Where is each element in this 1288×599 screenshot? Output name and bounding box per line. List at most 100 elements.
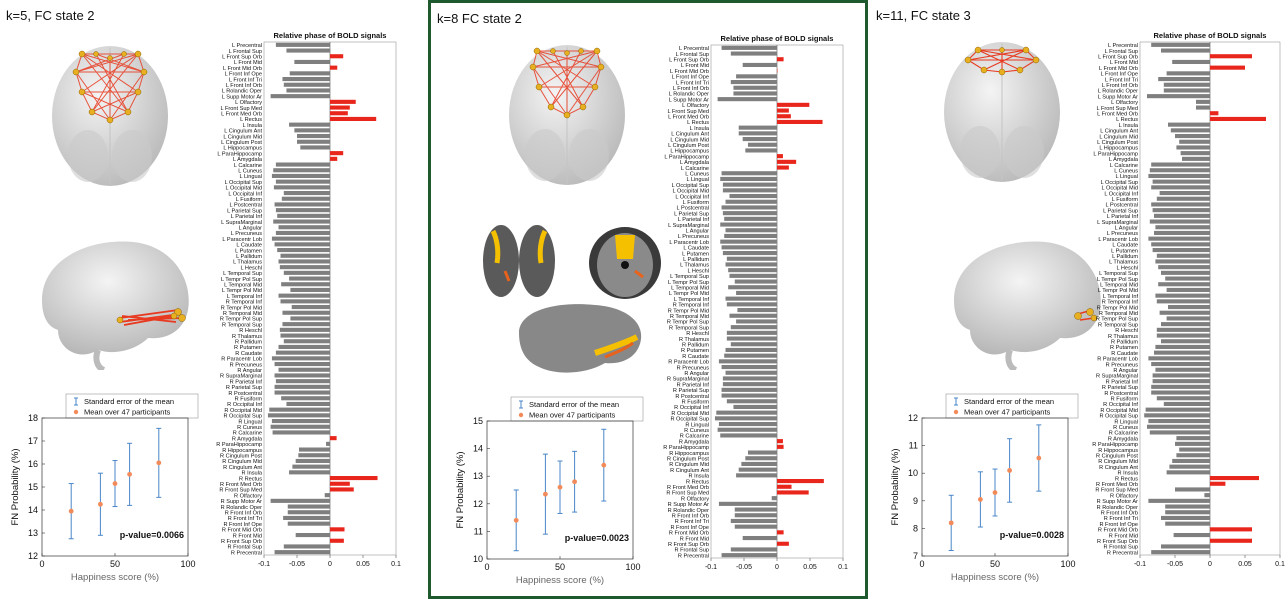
region-label: L Supp Motor Ar: [669, 97, 709, 103]
region-label: L Occipital Sup: [225, 180, 262, 186]
bar: [1169, 464, 1210, 469]
x-axis-label: Happiness score (%): [71, 572, 159, 583]
bar: [726, 336, 777, 341]
region-label: R Tempr Pol Mid: [1097, 305, 1138, 311]
bar: [1151, 162, 1210, 167]
region-label: R Precuneus: [1106, 362, 1139, 368]
region-label: R Tempr Pol Sup: [667, 320, 709, 326]
region-label: L Cingulum Ant: [224, 129, 262, 135]
region-label: R Front Mid: [680, 536, 709, 542]
x-tick-label: -0.1: [258, 561, 270, 568]
bar: [286, 48, 330, 53]
bar: [282, 310, 330, 315]
region-label: L Occipital Sup: [672, 183, 709, 189]
bar: [729, 313, 777, 318]
bar: [738, 131, 777, 136]
bar: [725, 199, 777, 204]
brain-side-view: [42, 241, 189, 370]
region-label: R Precuneus: [230, 362, 263, 368]
region-label: L Occipital Mid: [1102, 186, 1138, 192]
mean-point: [112, 481, 118, 486]
region-label: L Cuneus: [1114, 168, 1138, 174]
bar: [289, 122, 330, 127]
region-label: L Front Mid: [681, 63, 709, 69]
bar: [722, 182, 777, 187]
bar: [280, 299, 330, 304]
region-label: R Cingulum Mid: [669, 462, 709, 468]
bar: [1196, 99, 1210, 104]
bar: [1159, 190, 1210, 196]
bar: [722, 382, 777, 387]
region-label: R Rectus: [686, 479, 709, 485]
x-tick-label: 0.05: [803, 564, 817, 571]
bar: [726, 330, 777, 335]
bar: [1144, 413, 1210, 418]
bar: [275, 179, 330, 184]
y-tick-label: 17: [28, 436, 38, 446]
bar: [267, 413, 330, 418]
region-label: L Amygdala: [233, 157, 263, 163]
bar: [720, 433, 777, 438]
panel-k5: k=5, FC state 2: [0, 0, 420, 599]
bar: [295, 458, 330, 464]
bar: [720, 239, 777, 244]
bar: [1152, 373, 1210, 378]
region-label: L Temporal Inf: [1103, 294, 1139, 300]
bar: [1175, 133, 1210, 139]
region-label: L Temporal Mid: [224, 282, 262, 288]
region-label: L Postcentral: [230, 203, 262, 209]
bar: [1148, 356, 1210, 361]
bar: [720, 222, 777, 227]
y-tick-label: 8: [913, 523, 918, 533]
mean-point: [98, 501, 103, 507]
bar: [722, 250, 777, 256]
bar: [777, 102, 810, 107]
x-tick-label: -0.1: [1134, 561, 1146, 568]
bar-chart-relative-phase: Relative phase of BOLD signals L Precentr…: [216, 31, 401, 568]
bar: [1158, 282, 1210, 287]
region-label: L Olfactory: [235, 100, 262, 106]
region-label: L Supp Motor Ar: [222, 94, 262, 100]
region-label: L Putamen: [1111, 248, 1138, 254]
region-label: R Front Inf Orb: [1101, 510, 1138, 516]
region-label: L Putamen: [682, 251, 709, 257]
region-label: L Precentral: [1108, 43, 1138, 49]
bar: [274, 361, 330, 367]
region-label: R Cingulum Post: [667, 456, 709, 462]
bar: [726, 399, 777, 404]
mean-point: [1007, 468, 1012, 473]
region-label: L Front Mid Orb: [670, 69, 709, 75]
scatter-fn-probability: Standard error of the mean Mean over 47 p…: [455, 396, 644, 586]
region-label: R Cingulum Ant: [223, 465, 262, 471]
bar: [777, 108, 789, 113]
bar: [278, 344, 330, 350]
region-label: L Front Inf Orb: [1102, 83, 1138, 89]
region-label: R Hippocampus: [222, 448, 262, 454]
region-label: R Angular: [1113, 368, 1138, 374]
bar: [1149, 430, 1210, 435]
bar: [734, 279, 777, 284]
region-label: R Occipital Mid: [1100, 408, 1138, 414]
bar: [330, 481, 350, 486]
region-label: R Parietal Sup: [673, 388, 709, 394]
panel-k8: k=8 FC state 2: [428, 0, 868, 599]
bar: [728, 268, 777, 273]
y-tick-label: 10: [473, 554, 483, 564]
bar: [269, 407, 330, 412]
region-label: R Amygdala: [679, 439, 710, 445]
bar: [290, 316, 330, 321]
bar: [777, 165, 789, 170]
region-label: R Paracentr Lob: [221, 357, 262, 363]
legend-sem-label: Standard error of the mean: [84, 397, 174, 406]
panel-k11: k=11, FC state 3 Relative p: [870, 0, 1288, 599]
x-tick-label: 0: [39, 559, 44, 569]
region-label: R Front Inf Tri: [675, 519, 709, 525]
region-label: R Front Mid Orb: [669, 531, 709, 537]
bar: [277, 247, 330, 253]
bar: [1173, 532, 1210, 538]
region-label: L Tempr Pol Sup: [221, 277, 262, 283]
region-label: L Fusiform: [236, 197, 263, 203]
region-label: R Insula: [241, 471, 262, 477]
bar: [272, 430, 330, 435]
bar: [725, 370, 777, 375]
